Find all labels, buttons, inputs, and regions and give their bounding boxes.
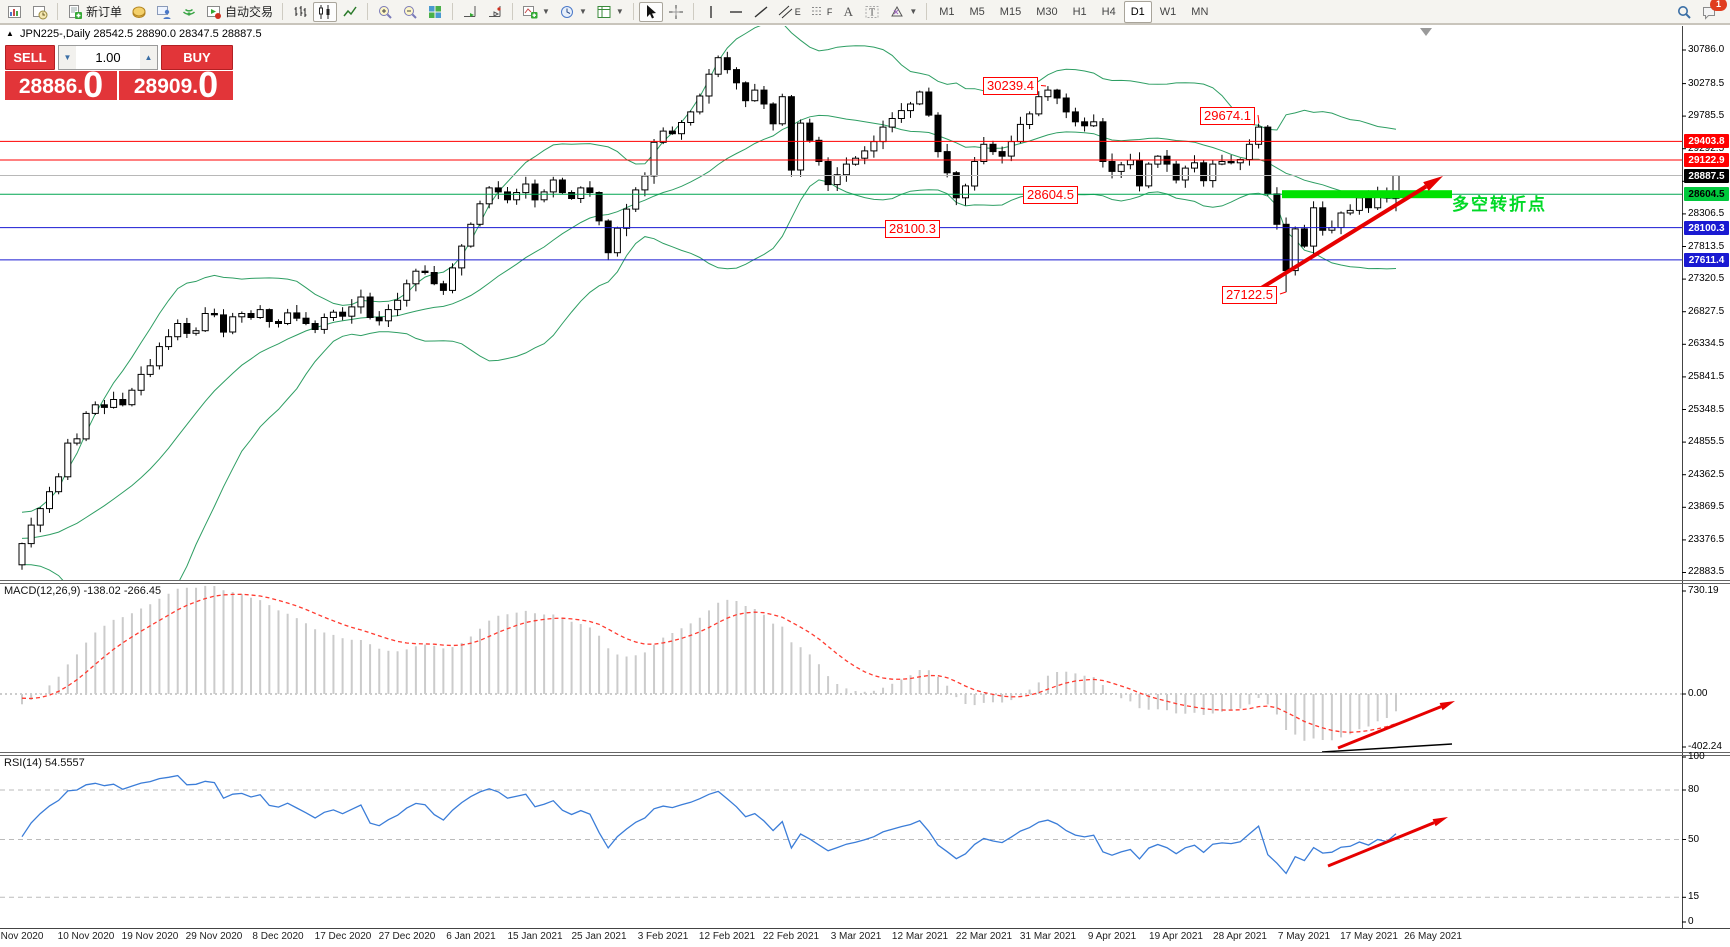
buy-button[interactable]: BUY: [161, 45, 233, 70]
sell-button[interactable]: SELL: [5, 45, 55, 70]
shapes-tool-icon[interactable]: ▼: [885, 2, 921, 22]
main-toolbar: 新订单 自动交易 ▼ ▼: [0, 0, 1730, 24]
buy-price-display[interactable]: 28909. 0: [119, 64, 233, 105]
search-icon[interactable]: [1672, 2, 1696, 22]
text-tool-icon[interactable]: A: [837, 2, 859, 22]
toolbar-separator: [367, 3, 369, 20]
buy-price-big-digit: 0: [198, 64, 219, 105]
toolbar-separator: [452, 3, 454, 20]
one-click-trading-panel: SELL ▼ 1.00 ▲ BUY 28886. 0 28909. 0: [5, 45, 233, 105]
chevron-down-icon: ▼: [542, 7, 550, 16]
chevron-down-icon: ▼: [578, 7, 587, 16]
trend-arrow: [1439, 701, 1455, 711]
cursor-icon[interactable]: [638, 1, 663, 22]
autotrading-label: 自动交易: [225, 5, 274, 19]
volume-input[interactable]: 1.00: [95, 50, 121, 65]
chevron-down-icon: ▼: [615, 7, 624, 16]
trend-arrow: [1432, 817, 1448, 827]
symbol-marker-icon: ▲: [6, 29, 14, 38]
zoom-in-icon[interactable]: [373, 2, 397, 22]
chart-shift-marker: [1420, 28, 1432, 36]
periods-icon[interactable]: ▼: [555, 2, 591, 22]
bar-chart-icon[interactable]: [288, 2, 312, 22]
candlestick-icon[interactable]: [313, 1, 338, 22]
tab-timeframe-h1[interactable]: H1: [1072, 5, 1087, 18]
chart-symbol-period: JPN225-,Daily: [19, 28, 91, 40]
tile-windows-icon[interactable]: [423, 2, 447, 22]
fibonacci-tool-icon[interactable]: F: [806, 2, 837, 22]
crosshair-icon[interactable]: [664, 2, 688, 22]
line-chart-icon[interactable]: [338, 2, 362, 22]
panel-divider[interactable]: [0, 577, 1730, 585]
chart-title: ▲ JPN225-,Daily 28542.5 28890.0 28347.5 …: [6, 28, 262, 40]
tab-timeframe-d1[interactable]: D1: [1123, 0, 1152, 23]
gold-coin-icon[interactable]: [127, 2, 151, 22]
zoom-out-icon[interactable]: [398, 2, 422, 22]
chart-window: ▲ JPN225-,Daily 28542.5 28890.0 28347.5 …: [0, 24, 1730, 947]
sell-price-display[interactable]: 28886. 0: [5, 64, 117, 105]
toolbar-separator: [926, 3, 928, 20]
toolbar-separator: [632, 3, 634, 20]
chart-ohlc-values: 28542.5 28890.0 28347.5 28887.5: [93, 28, 262, 40]
notifications-icon[interactable]: 1: [1697, 0, 1727, 22]
volume-increase-button[interactable]: ▲: [140, 46, 157, 69]
chart-profile-icon[interactable]: [28, 2, 52, 22]
new-order-label: 新订单: [86, 5, 123, 19]
buy-price-main: 28909.: [133, 75, 199, 98]
label-tool-icon[interactable]: T: [860, 2, 884, 22]
tab-timeframe-w1[interactable]: W1: [1159, 5, 1177, 18]
channel-tool-icon[interactable]: E: [774, 2, 805, 22]
tab-timeframe-mn[interactable]: MN: [1191, 5, 1209, 18]
tab-timeframe-m30[interactable]: M30: [1036, 5, 1058, 18]
templates-icon[interactable]: ▼: [592, 2, 628, 22]
tab-timeframe-h4[interactable]: H4: [1101, 5, 1116, 18]
fibo-suffix-label: F: [826, 6, 833, 17]
volume-stepper: ▼ 1.00 ▲: [58, 45, 158, 70]
sell-price-main: 28886.: [18, 75, 84, 98]
panel-divider[interactable]: [0, 749, 1730, 757]
autotrading-button[interactable]: 自动交易: [202, 2, 277, 22]
autoscroll-icon[interactable]: [458, 2, 482, 22]
trendline-tool-icon[interactable]: [749, 2, 773, 22]
trend-arrow: [1423, 176, 1443, 191]
toolbar-separator: [512, 3, 514, 20]
notification-count-badge: 1: [1710, 0, 1727, 11]
tab-timeframe-m15[interactable]: M15: [999, 5, 1022, 18]
text-tool-glyph: A: [843, 3, 853, 19]
volume-decrease-button[interactable]: ▼: [59, 46, 76, 69]
sell-price-big-digit: 0: [83, 64, 104, 105]
chart-shift-icon[interactable]: [483, 2, 507, 22]
toolbar-separator: [282, 3, 284, 20]
vertical-line-tool-icon[interactable]: [699, 2, 723, 22]
indicators-icon[interactable]: ▼: [518, 2, 554, 22]
toolbar-separator: [692, 3, 694, 20]
new-chart-icon[interactable]: [3, 2, 27, 22]
svg-text:T: T: [869, 7, 875, 18]
tab-timeframe-m1[interactable]: M1: [939, 5, 955, 18]
horizontal-line-tool-icon[interactable]: [724, 2, 748, 22]
chevron-down-icon: ▼: [909, 7, 918, 16]
toolbar-separator: [57, 3, 58, 20]
new-order-button[interactable]: 新订单: [63, 2, 126, 22]
channel-suffix-label: E: [794, 6, 801, 17]
hosting-icon[interactable]: [152, 2, 176, 22]
signals-icon[interactable]: [177, 2, 201, 22]
tab-timeframe-m5[interactable]: M5: [969, 5, 985, 18]
